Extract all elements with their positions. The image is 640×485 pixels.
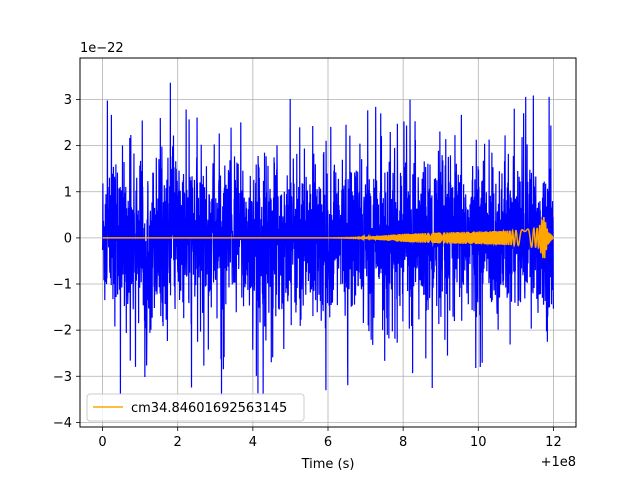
legend-label: cm34.84601692563145 xyxy=(131,401,287,416)
x-tick-label: 12 xyxy=(545,435,562,450)
legend: cm34.84601692563145 xyxy=(86,393,305,422)
y-tick-label: −2 xyxy=(53,324,72,339)
y-tick-label: 1 xyxy=(64,185,72,200)
series-layer xyxy=(101,82,555,396)
series-line-noise xyxy=(101,82,555,396)
x-tick-label: 8 xyxy=(399,435,407,450)
x-offset-text: +1e8 xyxy=(541,455,576,470)
y-tick-label: −1 xyxy=(53,278,72,293)
x-tick-label: 4 xyxy=(249,435,257,450)
x-tick-label: 10 xyxy=(470,435,487,450)
y-tick-label: −3 xyxy=(53,370,72,385)
y-tick-label: −4 xyxy=(53,416,72,431)
legend-box xyxy=(86,393,305,422)
y-scale-text: 1e−22 xyxy=(80,41,124,56)
x-tick-label: 6 xyxy=(324,435,332,450)
y-tick-label: 0 xyxy=(64,231,72,246)
x-tick-label: 2 xyxy=(174,435,182,450)
y-tick-label: 3 xyxy=(64,93,72,108)
x-axis-label: Time (s) xyxy=(301,457,355,472)
series-line-chirp xyxy=(102,216,555,259)
x-tick-label: 0 xyxy=(98,435,106,450)
y-tick-label: 2 xyxy=(64,139,72,154)
